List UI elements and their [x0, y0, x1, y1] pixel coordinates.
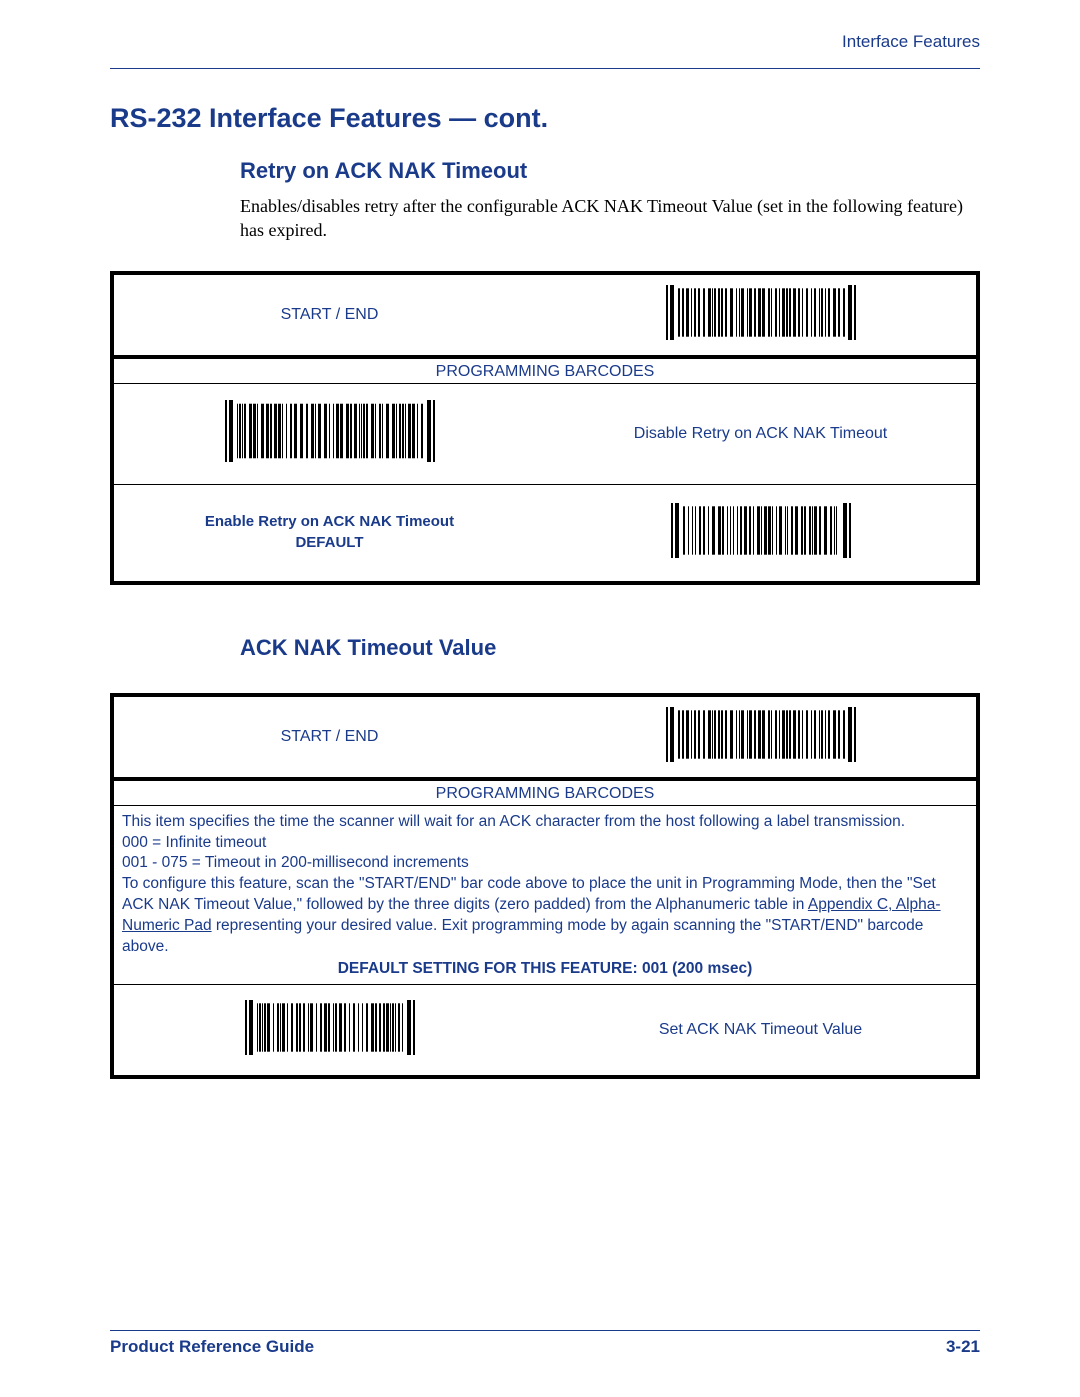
label-enable-retry-default: DEFAULT: [295, 533, 363, 553]
programming-barcodes-header-2: PROGRAMMING BARCODES: [114, 781, 976, 805]
desc-line-4: To configure this feature, scan the "STA…: [122, 874, 968, 958]
label-set-timeout: Set ACK NAK Timeout Value: [659, 1021, 862, 1039]
page-title: RS-232 Interface Features — cont.: [110, 103, 980, 134]
barcode-startend: [666, 285, 856, 345]
section-heading-retry: Retry on ACK NAK Timeout: [240, 158, 980, 184]
timeout-description: This item specifies the time the scanner…: [114, 806, 976, 958]
desc-line-2: 000 = Infinite timeout: [122, 833, 968, 854]
section-heading-timeout: ACK NAK Timeout Value: [240, 635, 980, 661]
running-header: Interface Features: [110, 30, 980, 58]
footer-right: 3-21: [946, 1337, 980, 1357]
desc-line-1: This item specifies the time the scanner…: [122, 812, 968, 833]
barcode-disable-retry: [225, 400, 435, 467]
barcode-set-timeout: [245, 1000, 415, 1060]
barcode-enable-retry: [671, 503, 851, 563]
startend-label-2: START / END: [281, 728, 379, 746]
footer-left: Product Reference Guide: [110, 1337, 314, 1357]
barcode-box-timeout: START / END PROGRAMMING BARCODES This it…: [110, 693, 980, 1079]
startend-label: START / END: [281, 306, 379, 324]
section-paragraph-retry: Enables/disables retry after the configu…: [240, 194, 980, 243]
desc-line-3: 001 - 075 = Timeout in 200-millisecond i…: [122, 853, 968, 874]
label-disable-retry: Disable Retry on ACK NAK Timeout: [634, 425, 887, 443]
barcode-startend-2: [666, 707, 856, 767]
default-setting-line: DEFAULT SETTING FOR THIS FEATURE: 001 (2…: [114, 958, 976, 984]
label-enable-retry: Enable Retry on ACK NAK Timeout: [205, 512, 454, 532]
programming-barcodes-header: PROGRAMMING BARCODES: [114, 359, 976, 383]
page-footer: Product Reference Guide 3-21: [110, 1330, 980, 1357]
barcode-box-retry: START / END PROGRAMMING BARCODES Disable…: [110, 271, 980, 585]
header-rule: [110, 68, 980, 69]
